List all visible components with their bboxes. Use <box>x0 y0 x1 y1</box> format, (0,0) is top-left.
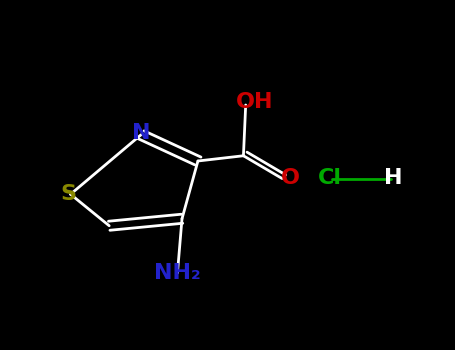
Text: S: S <box>60 184 76 204</box>
Text: O: O <box>281 168 300 189</box>
Text: Cl: Cl <box>318 168 342 189</box>
Text: N: N <box>132 123 150 143</box>
Text: H: H <box>384 168 403 189</box>
Text: OH: OH <box>236 91 273 112</box>
Text: NH₂: NH₂ <box>154 263 201 283</box>
